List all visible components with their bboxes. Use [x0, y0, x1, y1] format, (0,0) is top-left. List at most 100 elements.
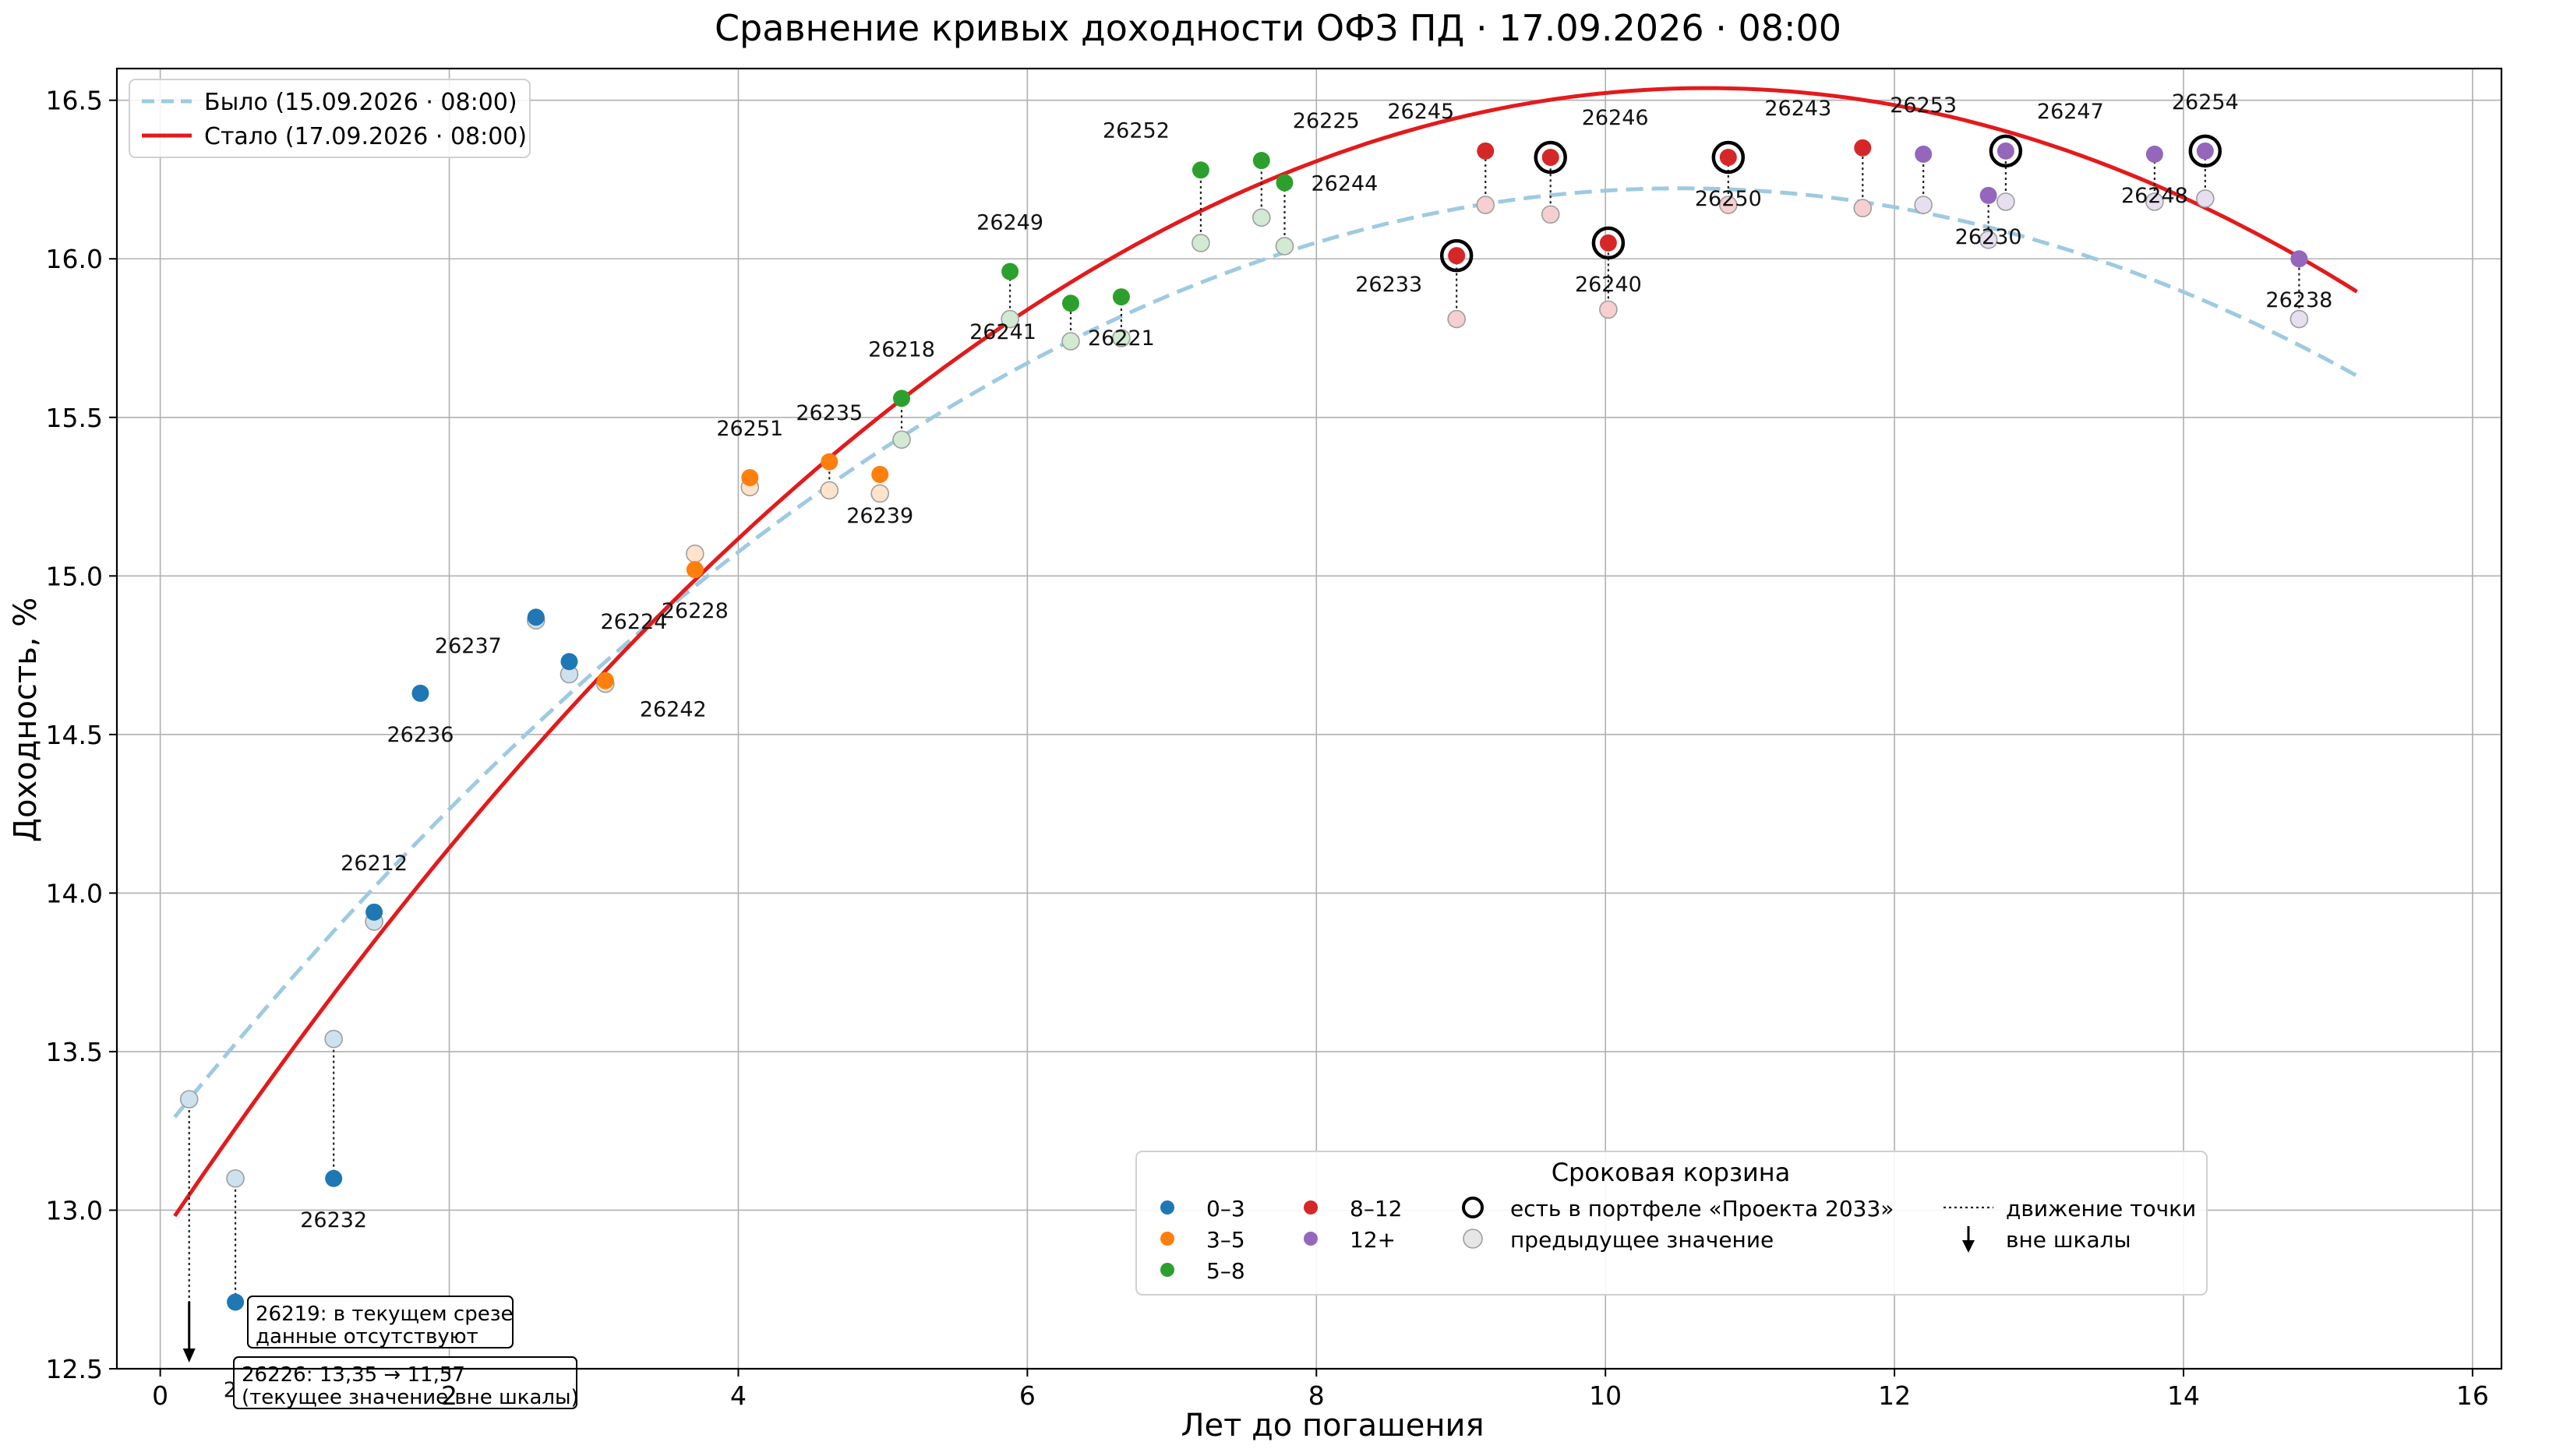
legend-bucket-swatch: [1160, 1263, 1174, 1277]
bond-point: [686, 561, 704, 579]
bond-point: [1477, 142, 1495, 160]
bond-point: [1719, 148, 1737, 166]
bond-label: 26218: [868, 337, 935, 361]
previous-value-marker: [870, 484, 889, 503]
bond-point: [821, 453, 838, 471]
annotation-text: 26226: 13,35 → 11,57: [242, 1363, 465, 1387]
y-axis-label: Доходность, %: [8, 598, 44, 842]
bond-point: [1915, 145, 1933, 163]
bond-label: 26254: [2172, 90, 2239, 115]
bond-label: 26241: [969, 320, 1036, 344]
annotation-text: (текущее значение вне шкалы): [242, 1386, 579, 1409]
legend-portfolio-label: есть в портфеле «Проекта 2033»: [1510, 1196, 1894, 1222]
bond-point: [893, 390, 911, 407]
bond-label: 26240: [1575, 273, 1642, 297]
bond-label: 26244: [1311, 172, 1378, 196]
bond-label: 26242: [640, 698, 707, 722]
legend-bucket-label: 8–12: [1350, 1196, 1402, 1222]
bond-label: 26233: [1355, 273, 1422, 297]
bond-point: [596, 672, 614, 689]
x-axis-label: Лет до погашения: [1181, 1408, 1484, 1444]
legend-bucket-label: 12+: [1350, 1227, 1396, 1253]
bond-label: 26249: [976, 211, 1043, 235]
bond-label: 26221: [1088, 326, 1155, 351]
bond-point: [1001, 263, 1019, 280]
x-tick-label: 14: [2167, 1380, 2200, 1411]
legend-offscale-arrowhead: [1962, 1240, 1975, 1253]
previous-value-marker: [892, 430, 911, 449]
legend-bucket-label: 0–3: [1206, 1196, 1245, 1222]
x-tick-label: 2: [441, 1380, 457, 1411]
bond-point: [1112, 288, 1130, 306]
curve-before: [173, 186, 2358, 1119]
x-tick-label: 12: [1878, 1380, 1911, 1411]
bond-point: [1252, 152, 1270, 170]
bond-label: 26225: [1293, 109, 1360, 133]
bond-point: [1854, 139, 1872, 157]
previous-value-marker: [1719, 196, 1738, 214]
plot-frame: [115, 67, 2503, 1370]
previous-value-marker: [1252, 208, 1271, 227]
bond-point: [2145, 145, 2163, 163]
bond-label: 26253: [1890, 93, 1957, 118]
bond-point: [227, 1293, 245, 1311]
x-axis-ticks: 0 2 4 6 8 10 12 14 16: [152, 1369, 2489, 1411]
x-tick-label: 16: [2456, 1380, 2489, 1411]
y-tick-label: 13.0: [46, 1195, 103, 1225]
bond-point: [1996, 142, 2014, 160]
bond-point: [1541, 148, 1559, 166]
y-tick-label: 15.5: [46, 403, 103, 433]
offscale-arrowhead: [182, 1348, 196, 1363]
bond-point: [1979, 186, 1997, 204]
portfolio-ring: [1711, 140, 1746, 175]
previous-value-marker: [2196, 189, 2215, 208]
x-tick-label: 8: [1308, 1380, 1325, 1411]
bond-point: [1599, 234, 1617, 252]
annotation-text: 26219: в текущем срезе: [256, 1303, 514, 1326]
bond-point: [741, 469, 759, 487]
legend-previous-swatch: [1463, 1229, 1483, 1249]
legend-bucket-swatch: [1304, 1200, 1318, 1215]
bond-point: [560, 653, 578, 671]
previous-value-marker: [1979, 231, 1998, 249]
previous-value-marker: [1996, 192, 2015, 211]
y-axis-ticks: 12.5 13.0 13.5 14.0 14.5 15.0 15.5 16.0 16.5: [46, 86, 117, 1384]
previous-value-marker: [1001, 309, 1019, 329]
bond-label: 26238: [2265, 288, 2332, 312]
bond-point: [1062, 294, 1079, 312]
legend-offscale-label: вне шкалы: [2006, 1227, 2131, 1253]
bond-label: 26245: [1387, 100, 1454, 124]
previous-value-marker: [1541, 205, 1560, 224]
previous-value-marker: [1599, 300, 1618, 319]
bond-label: 26248: [2121, 184, 2188, 208]
y-tick-label: 13.5: [46, 1037, 103, 1067]
y-tick-label: 14.0: [46, 878, 103, 908]
previous-value-marker: [1061, 332, 1080, 351]
bond-point: [527, 608, 545, 626]
y-tick-label: 16.0: [46, 244, 103, 274]
portfolio-ring: [1591, 226, 1626, 260]
previous-value-marker: [226, 1169, 245, 1188]
legend-bucket-swatch: [1304, 1232, 1318, 1246]
bond-label: 26235: [796, 401, 863, 425]
bond-point: [2196, 142, 2214, 160]
legend-bucket-swatch: [1160, 1232, 1174, 1246]
legend-curve-label: Было (15.09.2026 · 08:00): [204, 89, 517, 116]
y-tick-label: 12.5: [46, 1354, 103, 1384]
portfolio-ring: [1989, 134, 2023, 168]
previous-value-marker: [2289, 309, 2309, 329]
bond-point: [411, 684, 429, 702]
bond-label: 26228: [662, 599, 729, 623]
bond-point: [2290, 250, 2308, 268]
bond-point: [1192, 161, 1209, 179]
previous-value-marker: [1476, 196, 1495, 214]
annotation-box: [233, 1356, 577, 1409]
legend-portfolio-swatch: [1462, 1197, 1484, 1218]
previous-value-marker: [324, 1029, 343, 1049]
y-tick-label: 16.5: [46, 86, 103, 116]
bond-label: 26251: [716, 417, 783, 441]
legend-bucket-swatch: [1160, 1200, 1174, 1215]
bond-label: 26247: [2037, 100, 2104, 124]
legend-buckets-title: Сроковая корзина: [1552, 1158, 1791, 1187]
